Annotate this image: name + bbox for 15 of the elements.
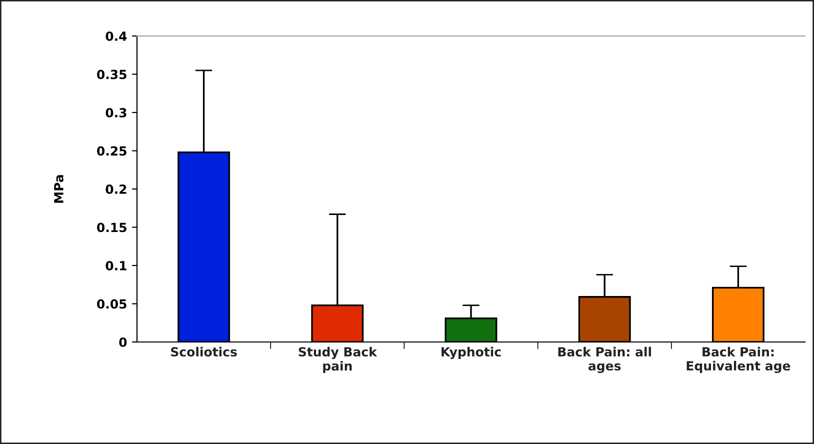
y-tick-label: 0 [119,337,127,347]
y-tick-label: 0.35 [97,70,126,80]
x-tick-label: Back Pain: all ages [558,346,651,374]
y-tick-label: 0.15 [97,222,126,232]
x-tick-label: Kyphotic [442,346,501,360]
y-tick-label: 0.05 [97,299,126,309]
x-tick-label: Scoliotics [171,346,237,357]
y-tick-label: 0.4 [106,31,127,41]
y-axis-title: MPa [54,175,64,203]
y-tick-label: 0.25 [97,146,126,156]
x-tick-label: Study Back pain [298,346,378,374]
x-tick-label: Back Pain: Equivalent age [686,346,790,374]
y-tick-label: 0.3 [106,108,126,118]
y-tick-label: 0.2 [106,184,126,194]
y-tick-label: 0.1 [106,260,126,270]
